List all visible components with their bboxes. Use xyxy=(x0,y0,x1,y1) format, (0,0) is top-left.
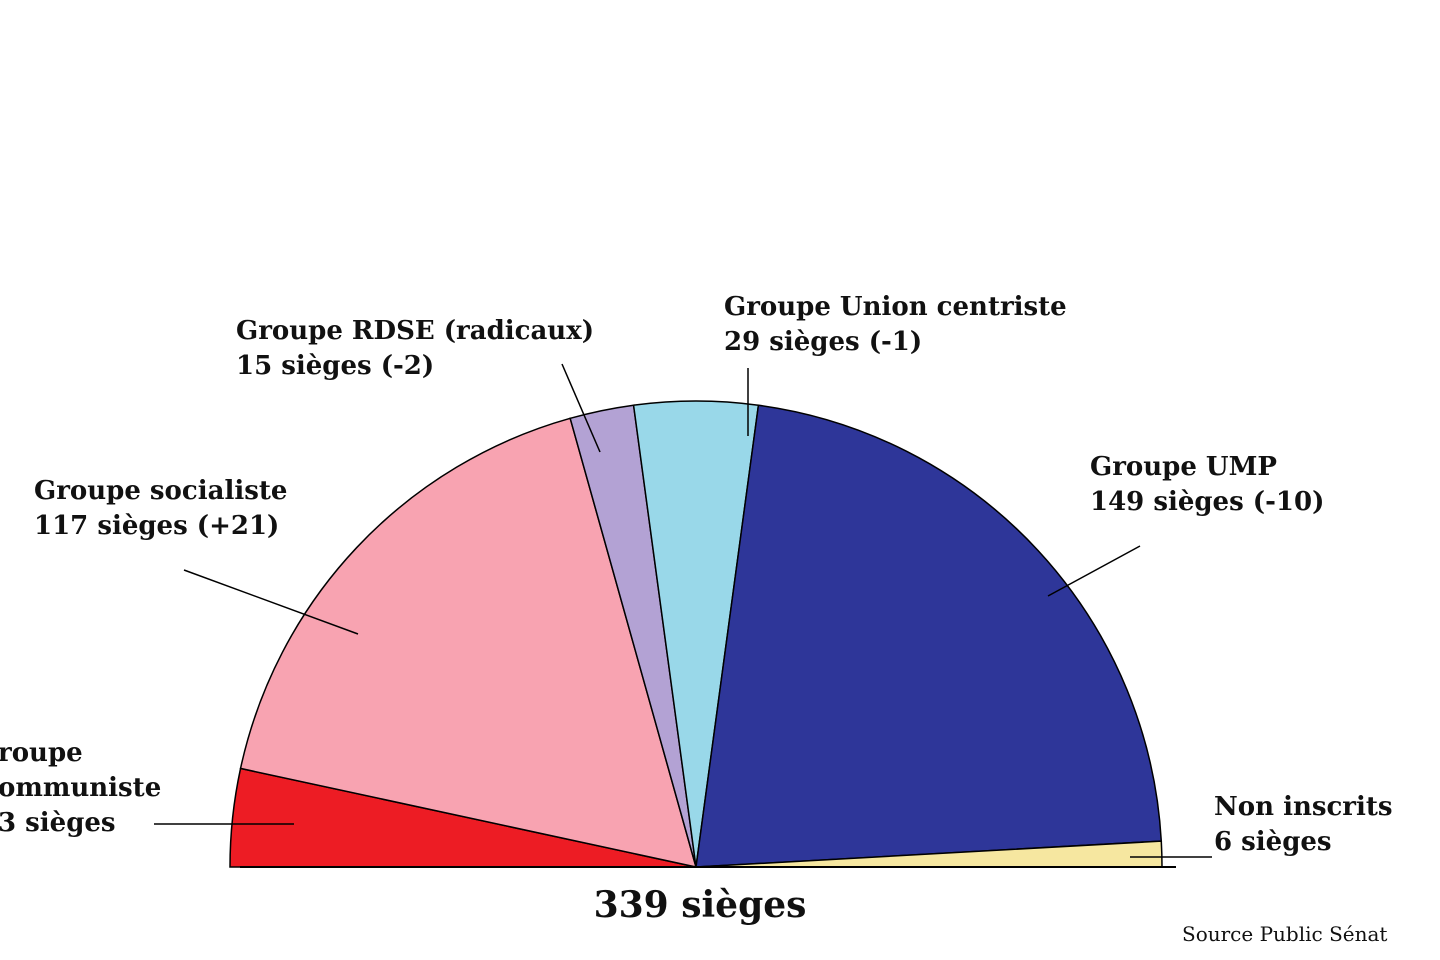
label-communiste-line-3: 3 sièges xyxy=(0,808,116,838)
label-ump: Groupe UMP 149 sièges (-10) xyxy=(1090,450,1324,520)
label-ump-line-2: 149 sièges (-10) xyxy=(1090,487,1325,517)
leader-line-rdse xyxy=(561,363,601,453)
label-union-centriste-line-1: Groupe Union centriste xyxy=(724,292,1067,322)
source-credit: Source Public Sénat xyxy=(1182,922,1388,946)
label-socialiste-line-1: Groupe socialiste xyxy=(34,476,288,506)
label-communiste-line-1: roupe xyxy=(0,738,83,768)
label-communiste-line-2: ommuniste xyxy=(0,773,162,803)
label-communiste: roupe ommuniste 3 sièges xyxy=(0,736,161,841)
label-ump-line-1: Groupe UMP xyxy=(1090,452,1277,482)
label-union-centriste: Groupe Union centriste 29 sièges (-1) xyxy=(724,290,1067,360)
slice-ump xyxy=(695,404,1163,868)
label-non-inscrits: Non inscrits 6 sièges xyxy=(1214,790,1393,860)
label-socialiste: Groupe socialiste 117 sièges (+21) xyxy=(34,474,287,544)
label-union-centriste-line-2: 29 sièges (-1) xyxy=(724,327,923,357)
label-rdse-line-1: Groupe RDSE (radicaux) xyxy=(236,316,595,346)
slice-socialiste xyxy=(239,417,698,868)
label-rdse: Groupe RDSE (radicaux) 15 sièges (-2) xyxy=(236,314,594,384)
label-non-inscrits-line-2: 6 sièges xyxy=(1214,827,1332,857)
leader-line-ump xyxy=(1047,545,1141,597)
label-non-inscrits-line-1: Non inscrits xyxy=(1214,792,1393,822)
total-seats: 339 sièges xyxy=(593,884,807,926)
leader-line-socialiste xyxy=(183,569,359,635)
label-rdse-line-2: 15 sièges (-2) xyxy=(236,351,435,381)
label-socialiste-line-2: 117 sièges (+21) xyxy=(34,511,280,541)
